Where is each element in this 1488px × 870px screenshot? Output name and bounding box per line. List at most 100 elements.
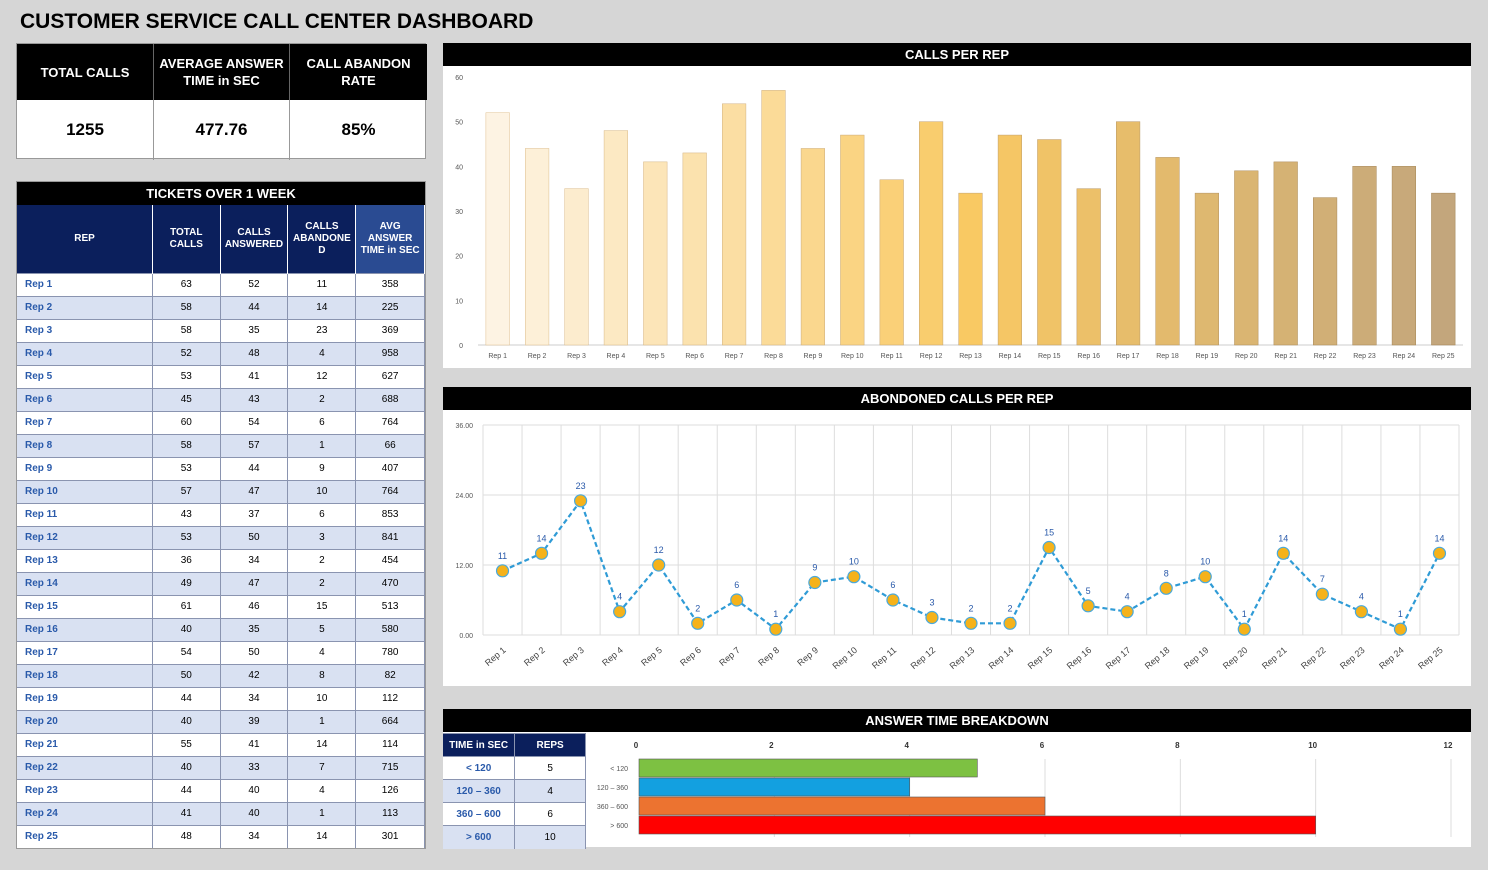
kpi-panel: TOTAL CALLS AVERAGE ANSWER TIME in SEC C… xyxy=(16,43,427,160)
rep-name: Rep 8 xyxy=(17,433,154,457)
col-calls-answered: CALLS ANSWERED xyxy=(220,205,289,273)
reps-count: 10 xyxy=(514,825,586,849)
x-tick-label: Rep 17 xyxy=(1117,353,1140,360)
calls-abandoned: 6 xyxy=(287,410,357,434)
table-row: Rep 22 40 33 7 715 xyxy=(17,755,425,779)
data-point xyxy=(1276,546,1290,560)
total-calls: 49 xyxy=(152,571,221,595)
data-label: 14 xyxy=(537,533,547,543)
answer-time-chart: 0 2 4 6 8 10 12 < 120 120 – 360 360 – 600 > 600 xyxy=(597,741,1453,837)
col-calls-abandoned: CALLS ABANDONE D xyxy=(287,205,357,273)
x-tick-label: Rep 6 xyxy=(678,645,703,668)
x-tick-label: Rep 1 xyxy=(483,645,508,668)
rep-name: Rep 6 xyxy=(17,387,154,411)
calls-answered: 37 xyxy=(220,502,289,526)
avg-answer-time: 580 xyxy=(355,617,425,641)
calls-abandoned: 1 xyxy=(287,801,357,825)
calls-abandoned: 2 xyxy=(287,387,357,411)
bar xyxy=(682,152,707,346)
total-calls: 60 xyxy=(152,410,221,434)
calls-abandoned: 15 xyxy=(287,594,357,618)
data-label: 23 xyxy=(576,481,586,491)
rep-name: Rep 7 xyxy=(17,410,154,434)
data-label: 14 xyxy=(1434,533,1444,543)
calls-per-rep-panel: CALLS PER REP 0 10 20 30 40 50 60 Rep 1 Rep 2 Rep… xyxy=(443,43,1471,368)
calls-abandoned: 9 xyxy=(287,456,357,480)
col-reps: REPS xyxy=(514,733,586,757)
data-point xyxy=(1237,622,1251,636)
bar xyxy=(1352,166,1377,346)
calls-abandoned: 10 xyxy=(287,686,357,710)
rep-name: Rep 11 xyxy=(17,502,154,526)
y-tick-label: 20 xyxy=(455,254,463,261)
calls-abandoned: 4 xyxy=(287,778,357,802)
data-label: 10 xyxy=(1200,557,1210,567)
calls-answered: 54 xyxy=(220,410,289,434)
bar xyxy=(1273,161,1298,346)
rep-name: Rep 20 xyxy=(17,709,154,733)
calls-abandoned: 10 xyxy=(287,479,357,503)
calls-answered: 50 xyxy=(220,640,289,664)
data-label: 1 xyxy=(773,609,778,619)
bar xyxy=(1391,166,1416,346)
avg-answer-time: 369 xyxy=(355,318,425,342)
total-calls: 53 xyxy=(152,525,221,549)
x-tick-label: Rep 15 xyxy=(1026,645,1055,671)
calls-answered: 43 xyxy=(220,387,289,411)
x-tick-label: Rep 6 xyxy=(685,353,704,360)
table-row: Rep 17 54 50 4 780 xyxy=(17,640,425,664)
table-row: Rep 23 44 40 4 126 xyxy=(17,778,425,802)
rep-name: Rep 10 xyxy=(17,479,154,503)
x-tick-label: 8 xyxy=(1175,741,1180,750)
bar xyxy=(638,758,978,778)
data-label: 7 xyxy=(1320,574,1325,584)
bar xyxy=(643,161,668,346)
avg-answer-time: 126 xyxy=(355,778,425,802)
rep-name: Rep 1 xyxy=(17,272,154,296)
calls-answered: 50 xyxy=(220,525,289,549)
bar xyxy=(722,103,747,346)
avg-answer-time: 114 xyxy=(355,732,425,756)
x-tick-label: Rep 7 xyxy=(717,645,742,668)
total-calls: 40 xyxy=(152,709,221,733)
rep-name: Rep 19 xyxy=(17,686,154,710)
x-tick-label: Rep 2 xyxy=(522,645,547,668)
time-range: > 600 xyxy=(443,825,516,849)
time-range: 360 – 600 xyxy=(443,802,516,826)
table-row: Rep 10 57 47 10 764 xyxy=(17,479,425,503)
y-tick-label: > 600 xyxy=(610,823,628,830)
y-tick-label: 60 xyxy=(455,75,463,82)
table-row: < 120 5 xyxy=(443,756,586,780)
avg-answer-time: 764 xyxy=(355,410,425,434)
calls-per-rep-chart: 0 10 20 30 40 50 60 Rep 1 Rep 2 Rep 3 Rep 4 Rep 5 Re… xyxy=(455,75,1463,360)
total-calls: 63 xyxy=(152,272,221,296)
x-tick-label: Rep 21 xyxy=(1260,645,1289,671)
calls-answered: 34 xyxy=(220,824,289,848)
col-total-calls: TOTAL CALLS xyxy=(152,205,221,273)
x-tick-label: Rep 15 xyxy=(1038,353,1061,360)
data-point xyxy=(1354,605,1369,619)
x-tick-label: Rep 22 xyxy=(1299,645,1328,671)
total-calls: 58 xyxy=(152,433,221,457)
data-label: 4 xyxy=(1125,592,1130,602)
kpi-abandon-rate-value: 85% xyxy=(341,120,376,139)
data-label: 1 xyxy=(1242,609,1247,619)
table-row: Rep 19 44 34 10 112 xyxy=(17,686,425,710)
table-row: Rep 6 45 43 2 688 xyxy=(17,387,425,411)
avg-answer-time: 688 xyxy=(355,387,425,411)
rep-name: Rep 15 xyxy=(17,594,154,618)
y-tick-label: < 120 xyxy=(610,766,628,773)
bar xyxy=(638,777,910,797)
reps-count: 4 xyxy=(514,779,586,803)
rep-name: Rep 21 xyxy=(17,732,154,756)
table-row: Rep 12 53 50 3 841 xyxy=(17,525,425,549)
bar xyxy=(1431,192,1456,346)
x-tick-label: Rep 14 xyxy=(987,645,1016,671)
table-row: Rep 8 58 57 1 66 xyxy=(17,433,425,457)
calls-answered: 46 xyxy=(220,594,289,618)
avg-answer-time: 225 xyxy=(355,295,425,319)
calls-abandoned: 2 xyxy=(287,548,357,572)
calls-abandoned: 4 xyxy=(287,341,357,365)
x-tick-label: Rep 20 xyxy=(1235,353,1258,360)
rep-name: Rep 16 xyxy=(17,617,154,641)
